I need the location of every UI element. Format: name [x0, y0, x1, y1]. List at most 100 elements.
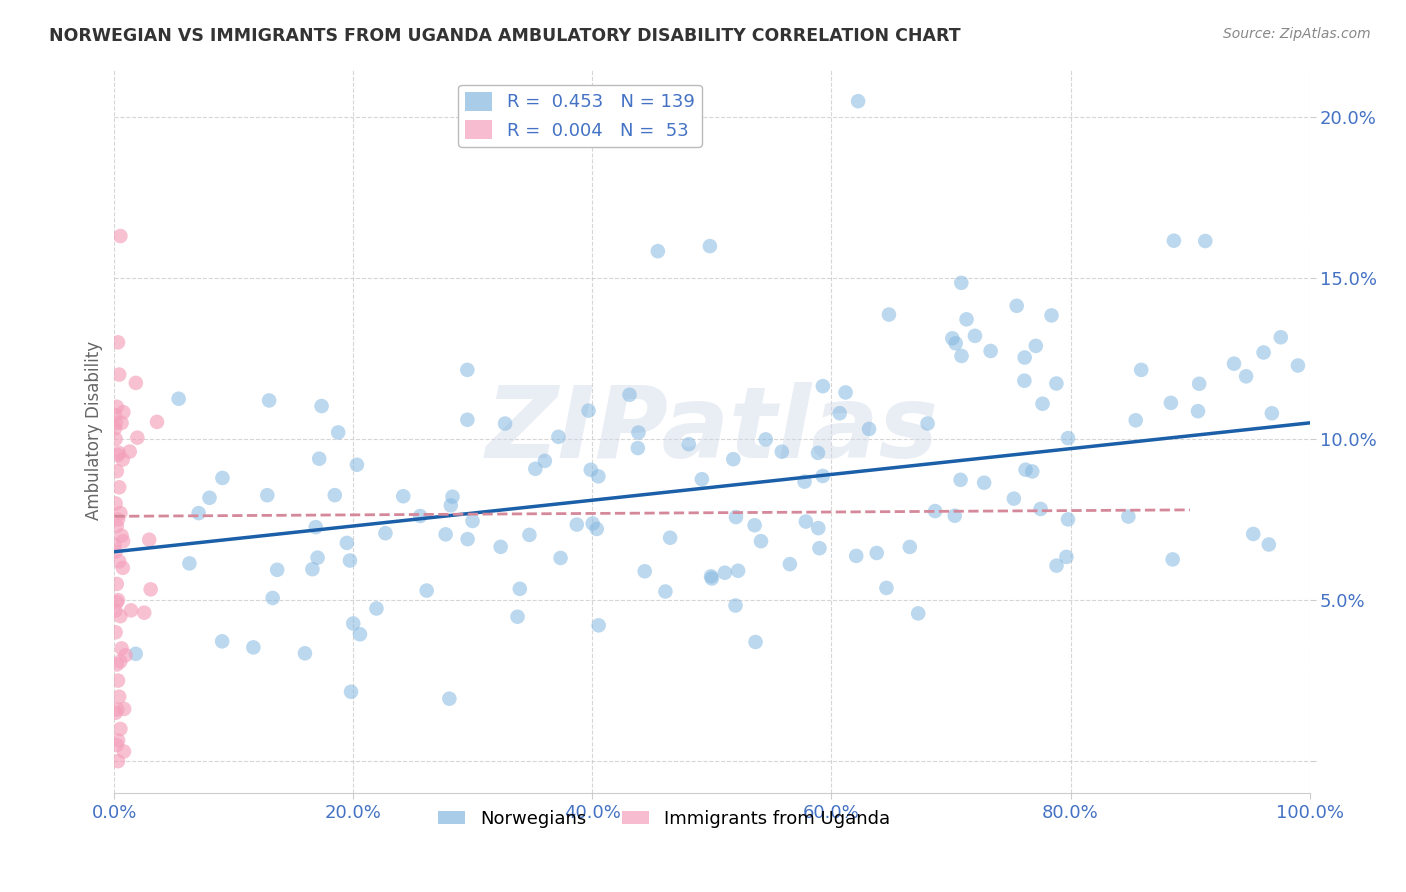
Point: [456, 363, 478, 377]
Point: [125, 647, 148, 661]
Point: [950, 276, 973, 290]
Point: [811, 379, 834, 393]
Point: [107, 673, 129, 688]
Point: [118, 444, 141, 458]
Point: [107, 335, 129, 350]
Point: [524, 462, 547, 476]
Point: [104, 496, 127, 510]
Point: [104, 408, 127, 422]
Text: ZIPatlas: ZIPatlas: [485, 383, 939, 479]
Point: [627, 441, 650, 455]
Point: [811, 469, 834, 483]
Point: [1261, 406, 1284, 420]
Point: [107, 448, 129, 462]
Point: [1125, 413, 1147, 427]
Point: [349, 627, 371, 641]
Point: [980, 343, 1002, 358]
Point: [846, 94, 869, 108]
Point: [323, 488, 346, 502]
Point: [112, 405, 135, 419]
Point: [187, 506, 209, 520]
Point: [440, 499, 463, 513]
Point: [1188, 376, 1211, 391]
Point: [456, 413, 478, 427]
Point: [104, 706, 127, 720]
Point: [1005, 299, 1028, 313]
Point: [110, 229, 132, 244]
Point: [336, 536, 359, 550]
Point: [489, 540, 512, 554]
Point: [346, 458, 368, 472]
Point: [127, 431, 149, 445]
Point: [1253, 345, 1275, 359]
Point: [678, 437, 700, 451]
Point: [1161, 552, 1184, 566]
Point: [723, 452, 745, 467]
Point: [519, 528, 541, 542]
Point: [1241, 527, 1264, 541]
Point: [700, 572, 723, 586]
Point: [146, 415, 169, 429]
Point: [779, 557, 801, 571]
Point: [108, 446, 131, 460]
Point: [1130, 363, 1153, 377]
Point: [585, 522, 607, 536]
Y-axis label: Ambulatory Disability: Ambulatory Disability: [86, 342, 103, 521]
Point: [654, 584, 676, 599]
Point: [494, 417, 516, 431]
Point: [211, 471, 233, 485]
Point: [808, 541, 831, 556]
Point: [949, 473, 972, 487]
Point: [858, 422, 880, 436]
Point: [845, 549, 868, 563]
Point: [366, 601, 388, 615]
Point: [114, 648, 136, 663]
Point: [1054, 549, 1077, 564]
Point: [340, 685, 363, 699]
Point: [257, 393, 280, 408]
Point: [950, 349, 973, 363]
Point: [941, 331, 963, 345]
Point: [339, 553, 361, 567]
Point: [1045, 558, 1067, 573]
Point: [550, 551, 572, 566]
Point: [1014, 351, 1036, 365]
Point: [1014, 463, 1036, 477]
Point: [198, 491, 221, 505]
Point: [1029, 502, 1052, 516]
Point: [634, 564, 657, 578]
Point: [409, 508, 432, 523]
Point: [1163, 234, 1185, 248]
Point: [1021, 465, 1043, 479]
Point: [907, 607, 929, 621]
Point: [105, 595, 128, 609]
Point: [256, 488, 278, 502]
Point: [807, 446, 830, 460]
Point: [1118, 509, 1140, 524]
Point: [877, 308, 900, 322]
Point: [415, 583, 437, 598]
Point: [755, 433, 778, 447]
Point: [104, 421, 127, 435]
Point: [311, 399, 333, 413]
Point: [807, 521, 830, 535]
Point: [588, 469, 610, 483]
Point: [392, 489, 415, 503]
Point: [457, 532, 479, 546]
Point: [211, 634, 233, 648]
Point: [105, 738, 128, 752]
Point: [110, 655, 132, 669]
Point: [1286, 359, 1309, 373]
Point: [578, 403, 600, 417]
Point: [973, 475, 995, 490]
Point: [110, 641, 132, 656]
Point: [1223, 357, 1246, 371]
Point: [534, 454, 557, 468]
Point: [104, 545, 127, 559]
Point: [328, 425, 350, 440]
Point: [107, 512, 129, 526]
Point: [619, 388, 641, 402]
Point: [103, 538, 125, 552]
Point: [108, 368, 131, 382]
Point: [1194, 234, 1216, 248]
